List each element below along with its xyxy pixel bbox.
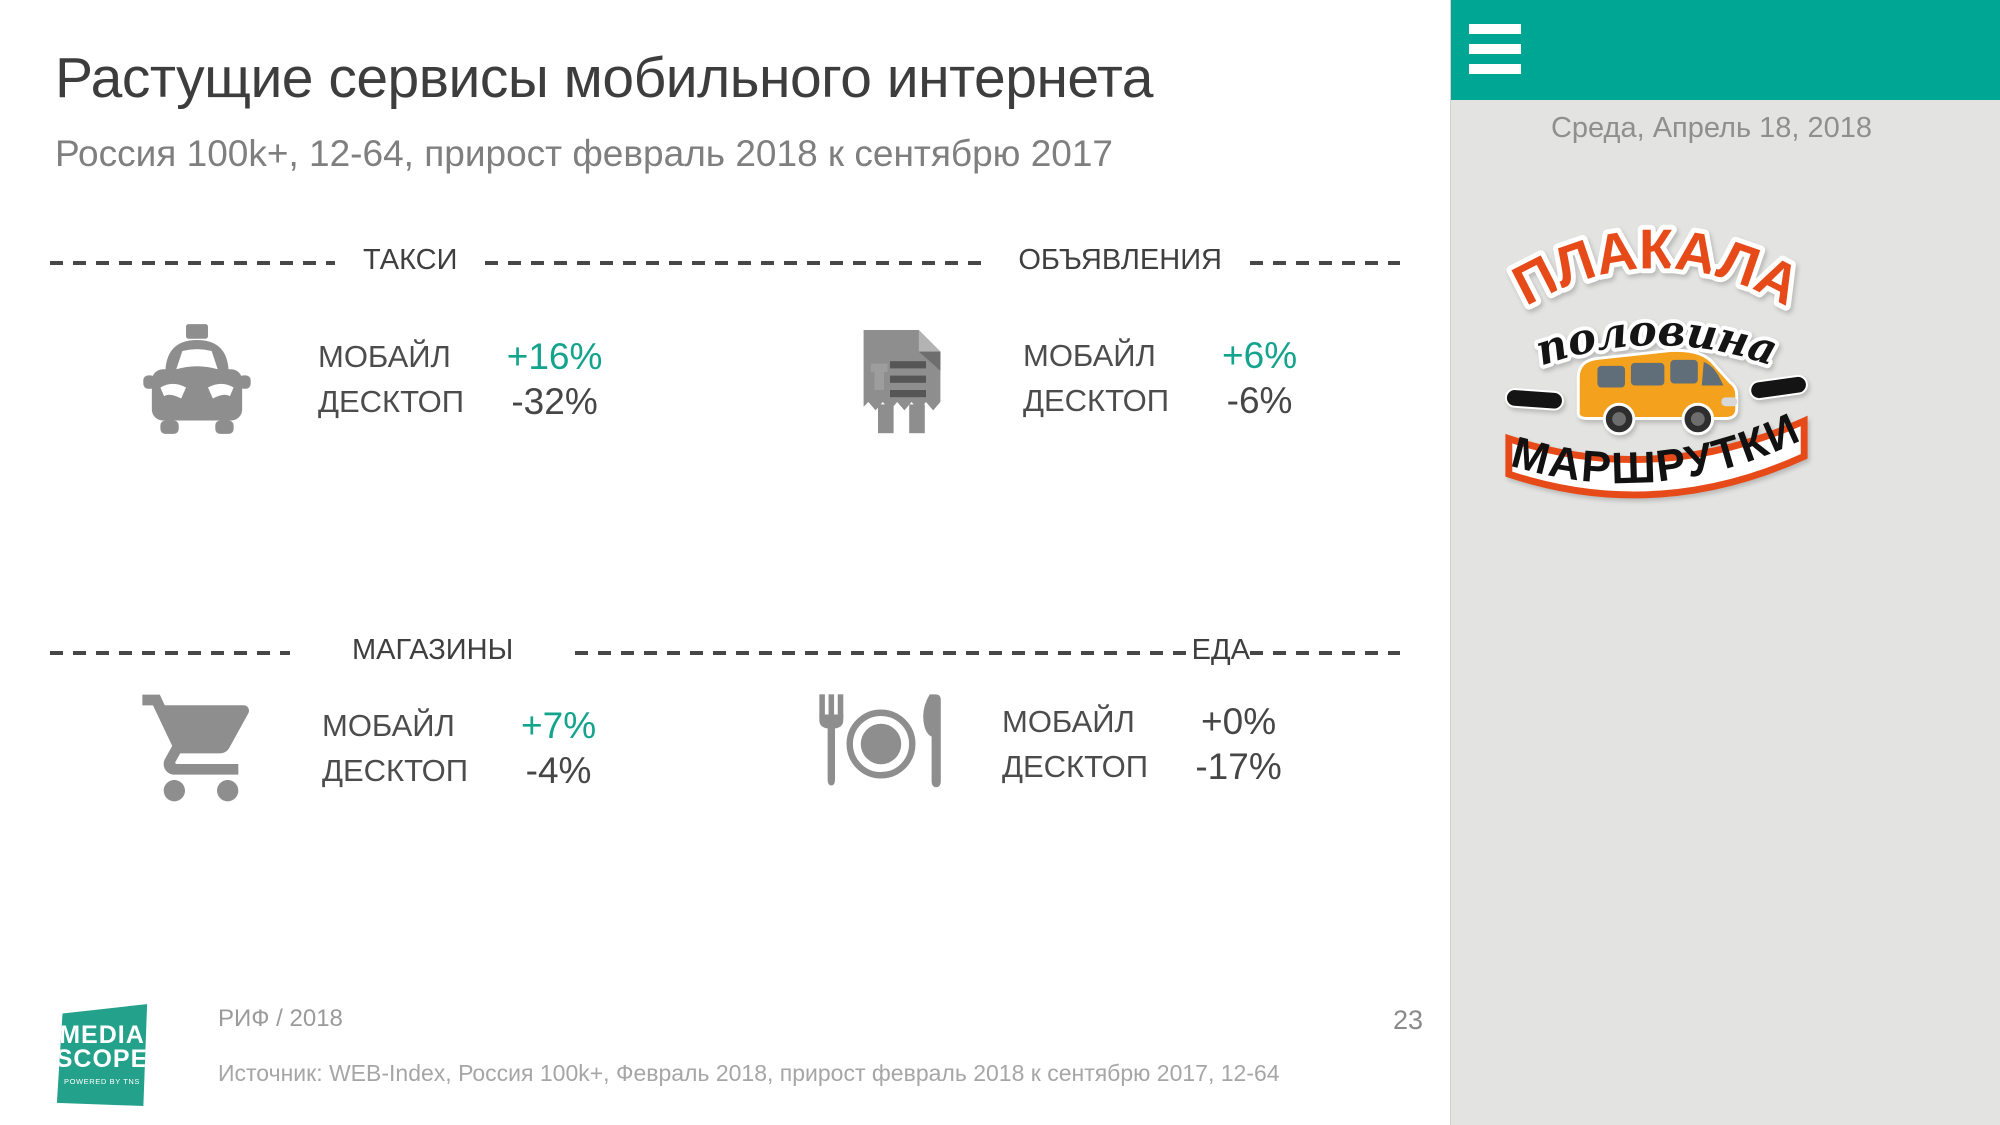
desktop-label: ДЕСКТОП xyxy=(322,753,469,788)
page-number: 23 xyxy=(1393,1005,1424,1035)
cart-icon xyxy=(132,684,270,812)
hamburger-menu-icon[interactable] xyxy=(1469,24,1521,84)
desktop-label: ДЕСКТОП xyxy=(1023,383,1170,418)
mobile-value: +0% xyxy=(1201,701,1277,742)
desktop-value: -4% xyxy=(525,750,592,791)
page-title: Растущие сервисы мобильного интернета xyxy=(55,46,1153,110)
logo-text: MEDIA xyxy=(59,1020,145,1049)
section-divider-bottom: МАГАЗИНЫ ЕДА xyxy=(50,634,1400,669)
mobile-label: МОБАЙЛ xyxy=(1002,704,1135,739)
food-icon xyxy=(812,684,950,804)
section-classifieds: МОБАЙЛ ДЕСКТОП +6% -6% xyxy=(833,318,1312,438)
page-subtitle: Россия 100k+, 12-64, прирост февраль 201… xyxy=(55,133,1114,174)
dashed-line xyxy=(50,260,335,265)
taxi-icon xyxy=(128,318,266,440)
dashed-line xyxy=(1250,260,1400,265)
section-label-food: ЕДА xyxy=(1191,634,1250,666)
mobile-label: МОБАЙЛ xyxy=(322,708,455,743)
footer-event: РИФ / 2018 xyxy=(218,1005,343,1032)
dash-right xyxy=(1749,374,1808,401)
desktop-value: -32% xyxy=(511,381,598,422)
mobile-value: +6% xyxy=(1222,335,1298,376)
mobile-value: +7% xyxy=(521,705,597,746)
section-food: МОБАЙЛ ДЕСКТОП +0% -17% xyxy=(812,684,1291,804)
mobile-label: МОБАЙЛ xyxy=(1023,338,1156,373)
dashed-line xyxy=(1250,650,1400,655)
logo-tagline: POWERED BY TNS xyxy=(63,1076,141,1086)
dashed-line xyxy=(485,260,991,265)
slide: Растущие сервисы мобильного интернета Ро… xyxy=(50,46,1424,1106)
logo-text: SCOPE xyxy=(55,1044,149,1073)
section-taxi: МОБАЙЛ ДЕСКТОП +16% -32% xyxy=(128,318,607,440)
section-divider-top: ТАКСИ ОБЪЯВЛЕНИЯ xyxy=(50,244,1400,279)
section-shops: МОБАЙЛ ДЕСКТОП +7% -4% xyxy=(132,684,611,812)
section-label-taxi: ТАКСИ xyxy=(363,244,458,276)
marshrutka-sticker: ПЛАКАЛА половина xyxy=(1498,200,1815,510)
sidebar-header xyxy=(1451,0,2000,100)
desktop-label: ДЕСКТОП xyxy=(1002,749,1149,784)
desktop-label: ДЕСКТОП xyxy=(318,384,465,419)
sidebar: Среда, Апрель 18, 2018 ПЛАКАЛА половина xyxy=(1450,0,2000,1125)
dash-left xyxy=(1504,388,1564,411)
mobile-label: МОБАЙЛ xyxy=(318,339,451,374)
classifieds-icon xyxy=(833,318,971,438)
section-label-shops: МАГАЗИНЫ xyxy=(352,634,514,666)
sticker-top-text: ПЛАКАЛА xyxy=(1503,217,1811,317)
mobile-value: +16% xyxy=(506,336,603,377)
minibus-illustration xyxy=(1576,348,1739,436)
sidebar-date: Среда, Апрель 18, 2018 xyxy=(1550,112,1873,144)
mediascope-logo: MEDIA SCOPE POWERED BY TNS xyxy=(55,1004,149,1106)
desktop-value: -17% xyxy=(1195,746,1282,787)
desktop-value: -6% xyxy=(1226,380,1293,421)
dashed-line xyxy=(575,650,1192,655)
footer-source: Источник: WEB-Index, Россия 100k+, Февра… xyxy=(218,1060,1280,1086)
dashed-line xyxy=(50,650,290,655)
section-label-classifieds: ОБЪЯВЛЕНИЯ xyxy=(1018,244,1222,276)
